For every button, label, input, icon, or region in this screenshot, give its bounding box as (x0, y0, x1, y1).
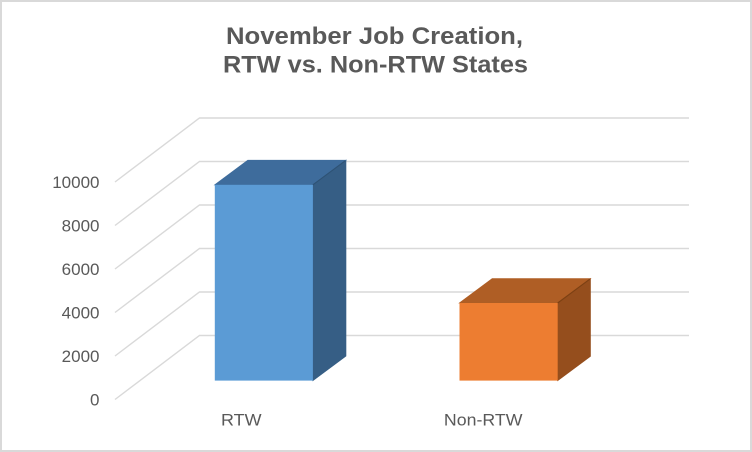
svg-text:Non-RTW: Non-RTW (444, 411, 523, 430)
svg-text:10000: 10000 (52, 173, 99, 192)
svg-text:8000: 8000 (62, 217, 100, 236)
svg-text:RTW: RTW (221, 411, 262, 430)
svg-text:November Job Creation,: November Job Creation, (226, 23, 523, 50)
svg-text:6000: 6000 (62, 260, 100, 279)
svg-text:0: 0 (90, 391, 99, 410)
svg-text:RTW vs. Non-RTW States: RTW vs. Non-RTW States (223, 51, 528, 78)
svg-text:4000: 4000 (62, 304, 100, 323)
svg-text:2000: 2000 (62, 347, 100, 366)
